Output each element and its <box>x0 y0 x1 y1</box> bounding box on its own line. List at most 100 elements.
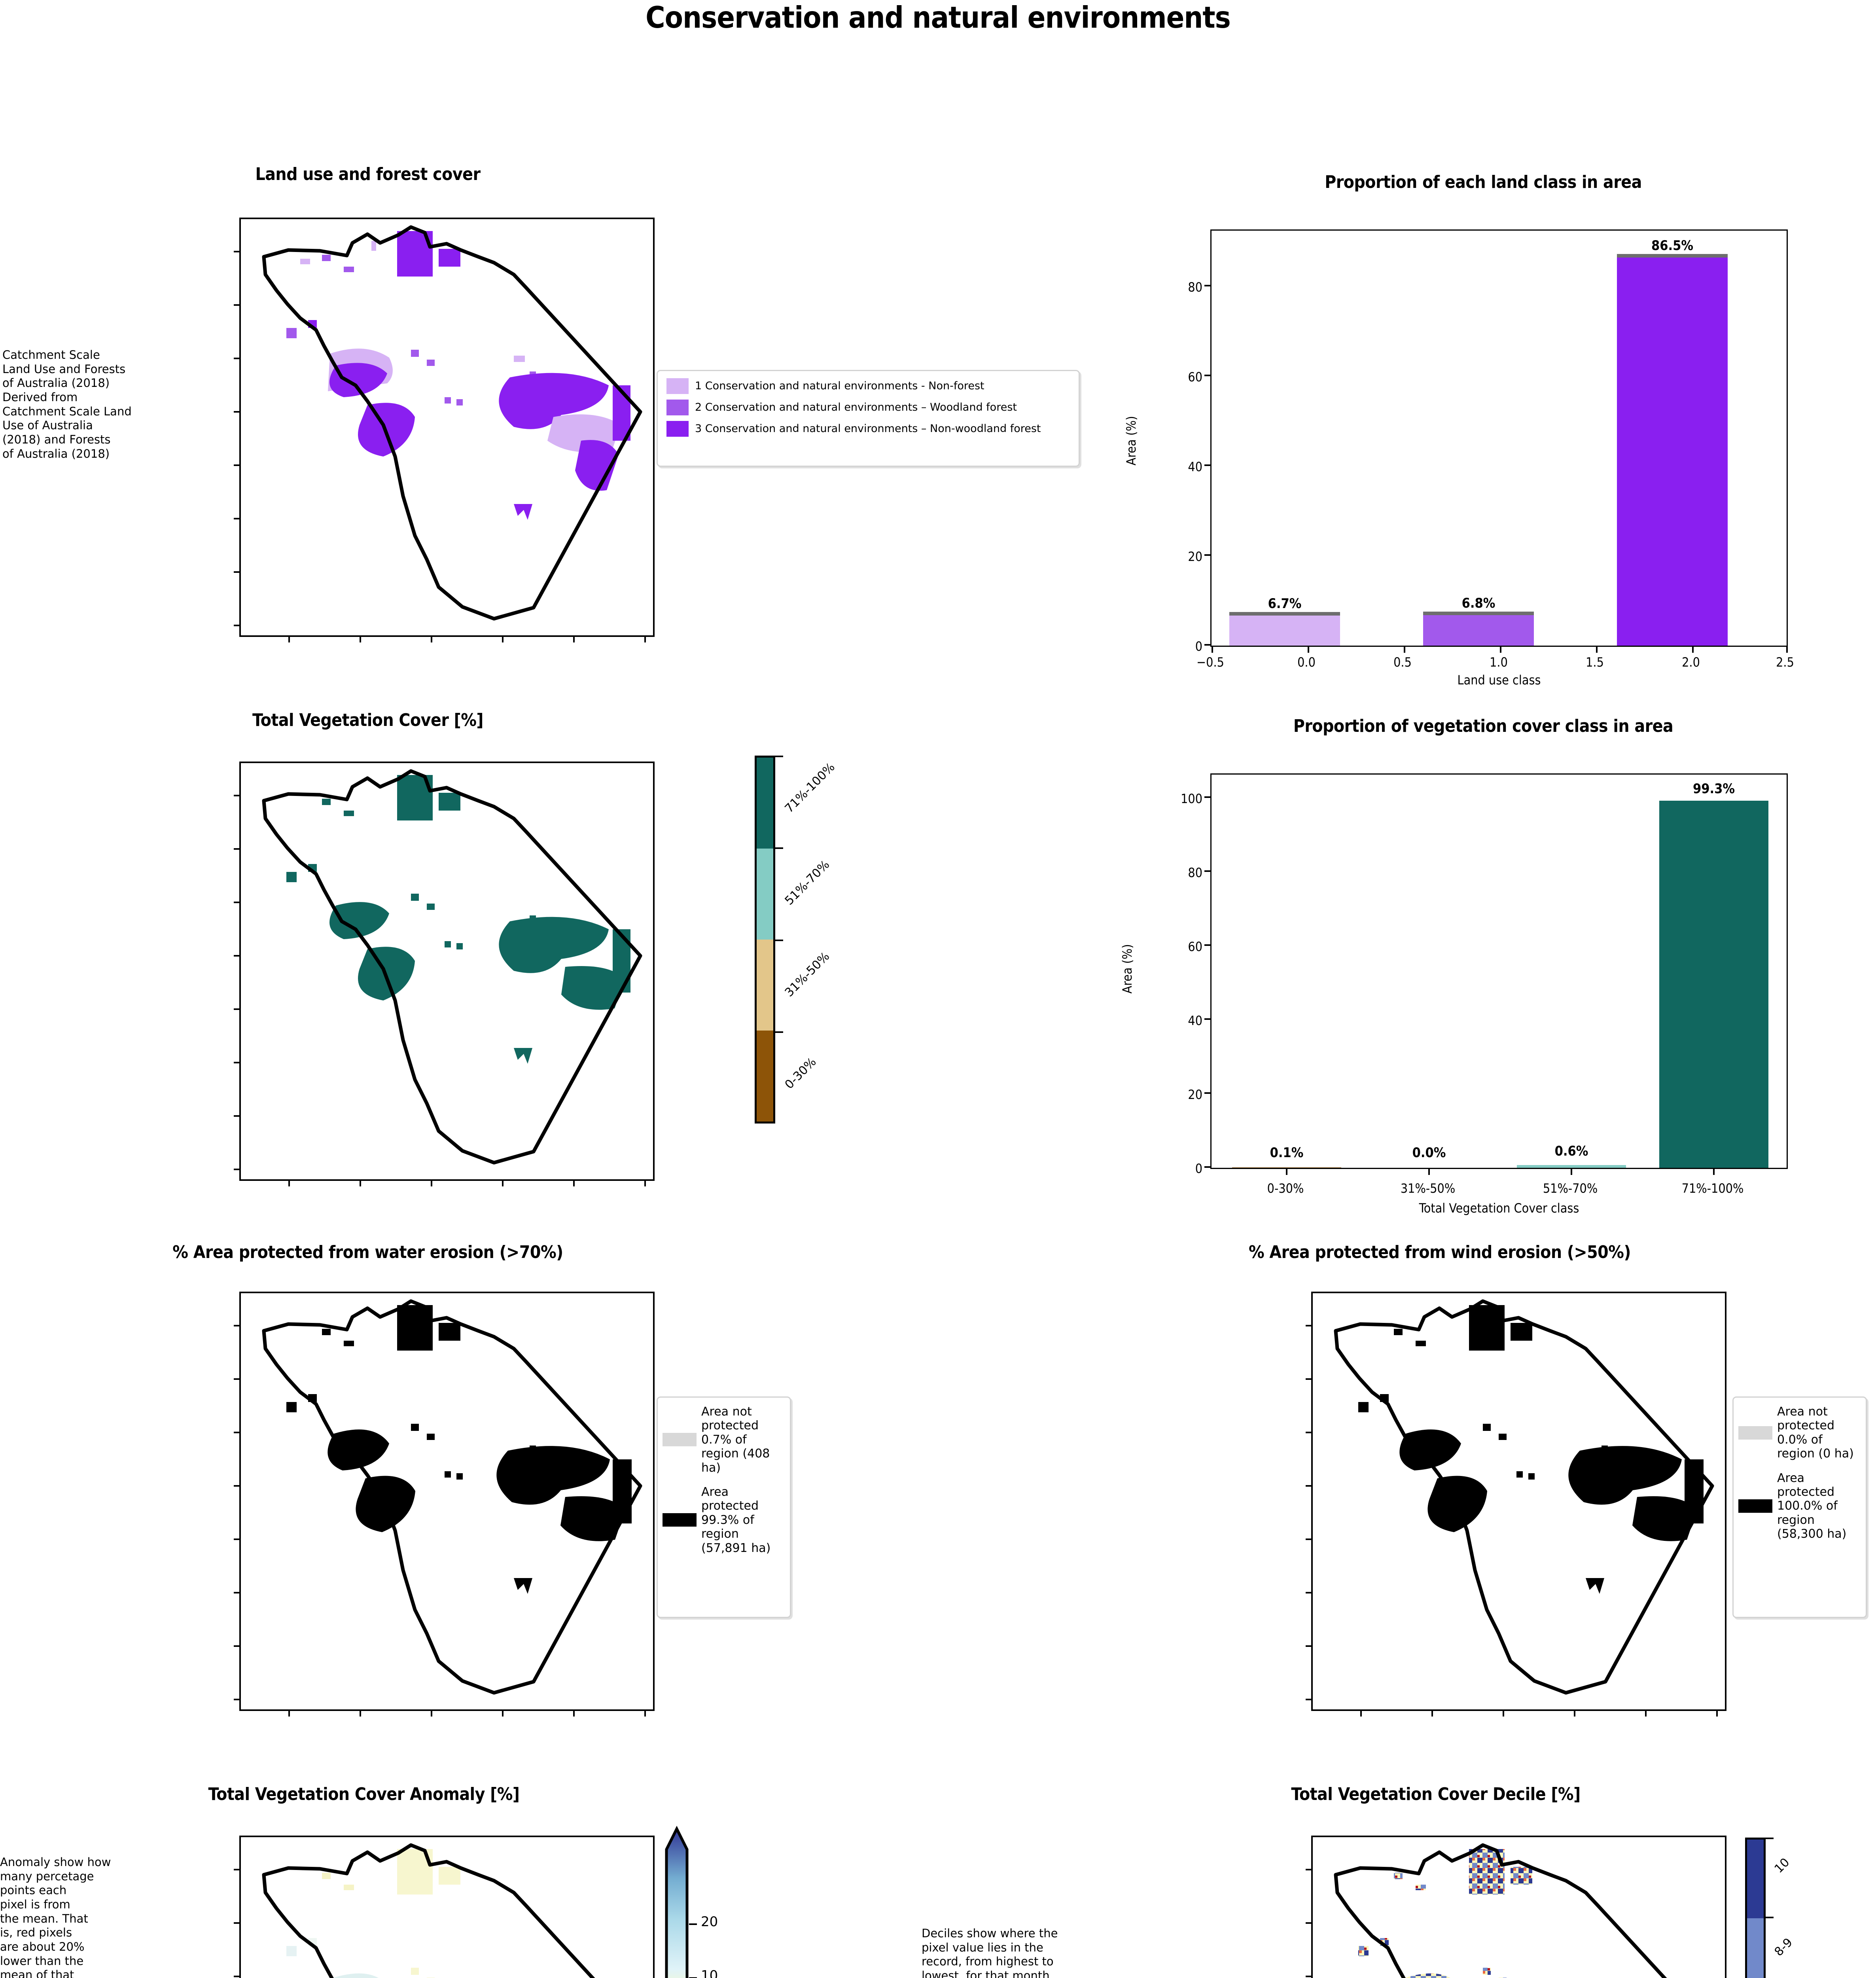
ytick-vegclass-100: 100 <box>1181 791 1202 806</box>
water-erosion-map-canvas <box>262 1299 642 1695</box>
bar-label-vegclass-0: 0.1% <box>1270 1145 1304 1161</box>
xtick-landclass-3: 1.0 <box>1490 655 1508 670</box>
xtick-landclass-0: −0.5 <box>1196 655 1224 670</box>
anomaly-map-canvas <box>262 1843 595 1978</box>
bar-label-vegclass-3: 99.3% <box>1692 781 1735 797</box>
anomaly-map[interactable] <box>234 1836 655 1978</box>
ytick-vegclass-60: 60 <box>1188 939 1202 954</box>
legend-label-nonwoodland: 3 Conservation and natural environments … <box>695 423 1041 435</box>
chart-vegclass-title: Proportion of vegetation cover class in … <box>1293 716 1673 736</box>
colorbar-label-31-50: 31%-50% <box>782 949 833 1000</box>
legend-item: 3 Conservation and natural environments … <box>666 421 1070 437</box>
bar-vegclass-0 <box>1232 1167 1341 1168</box>
ytick-vegclass-40: 40 <box>1188 1013 1202 1028</box>
chart-vegclass-axes[interactable]: 0.1% 0.0% 0.6% 99.3% <box>1204 773 1788 1175</box>
anomaly-tick-10: 10 <box>701 1968 718 1978</box>
decile-map-caption: Deciles show where the pixel value lies … <box>922 1927 1058 1978</box>
legend-item: 2 Conservation and natural environments … <box>666 400 1070 415</box>
ytick-landclass-40: 40 <box>1188 459 1202 474</box>
xtick-landclass-2: 0.5 <box>1393 655 1412 670</box>
xtick-landclass-1: 0.0 <box>1297 655 1316 670</box>
ytick-landclass-80: 80 <box>1188 280 1202 295</box>
xtick-landclass-5: 2.0 <box>1682 655 1700 670</box>
anomaly-tick-20: 20 <box>701 1914 718 1930</box>
xtick-vegclass-2: 51%-70% <box>1543 1181 1598 1196</box>
ytick-vegclass-20: 20 <box>1188 1087 1202 1102</box>
anomaly-map-caption: Anomaly show how many percetage points e… <box>0 1855 111 1978</box>
legend-label-woodland: 2 Conservation and natural environments … <box>695 401 1017 414</box>
ytick-vegclass-0: 0 <box>1195 1161 1202 1176</box>
ytick-vegclass-80: 80 <box>1188 865 1202 880</box>
colorbar-label-71-100: 71%-100% <box>782 760 838 816</box>
decile-colorbar[interactable] <box>1745 1838 1766 1978</box>
anomaly-colorbar-gradient <box>665 1826 689 1978</box>
land-use-legend[interactable]: 1 Conservation and natural environments … <box>657 370 1080 467</box>
decile-map[interactable] <box>1306 1836 1726 1978</box>
legend-label-not-protected: Area not protected 0.0% of region (0 ha) <box>1777 1405 1854 1461</box>
legend-swatch-woodland <box>666 400 689 415</box>
legend-swatch-nonwoodland <box>666 421 689 437</box>
legend-label-protected: Area protected 99.3% of region (57,891 h… <box>701 1485 771 1555</box>
xtick-vegclass-1: 31%-50% <box>1400 1181 1456 1196</box>
land-use-map-title: Land use and forest cover <box>255 164 481 184</box>
bar-vegclass-2 <box>1517 1165 1626 1168</box>
bar-landclass-0 <box>1229 612 1340 646</box>
water-erosion-legend[interactable]: Area not protected 0.7% of region (408 h… <box>657 1396 791 1618</box>
veg-cover-map-title: Total Vegetation Cover [%] <box>252 710 483 730</box>
decile-label-10: 10 <box>1772 1855 1793 1876</box>
colorbar-label-0-30: 0-30% <box>782 1055 819 1092</box>
land-use-map-caption: Catchment Scale Land Use and Forests of … <box>2 348 132 460</box>
land-use-map[interactable] <box>234 218 655 642</box>
anomaly-colorbar[interactable] <box>664 1826 689 1978</box>
chart-landclass-axes[interactable]: 6.7% 6.8% 86.5% <box>1204 229 1788 653</box>
yaxis-title-vegclass: Area (%) <box>1120 944 1135 994</box>
bar-vegclass-3 <box>1659 801 1768 1168</box>
wind-erosion-map[interactable] <box>1306 1292 1726 1717</box>
legend-item: 1 Conservation and natural environments … <box>666 378 1070 394</box>
bar-landclass-1 <box>1423 612 1534 646</box>
water-erosion-map-title: % Area protected from water erosion (>70… <box>172 1242 563 1262</box>
decile-map-canvas <box>1334 1843 1667 1978</box>
legend-label-not-protected: Area not protected 0.7% of region (408 h… <box>701 1405 770 1475</box>
ytick-landclass-20: 20 <box>1188 549 1202 564</box>
legend-label-protected: Area protected 100.0% of region (58,300 … <box>1777 1471 1847 1541</box>
water-erosion-map[interactable] <box>234 1292 655 1717</box>
bar-label-landclass-1: 6.8% <box>1461 595 1495 611</box>
veg-cover-map-canvas <box>262 769 642 1165</box>
bar-label-vegclass-2: 0.6% <box>1554 1143 1588 1159</box>
xtick-vegclass-0: 0-30% <box>1267 1181 1304 1196</box>
bar-label-landclass-0: 6.7% <box>1268 596 1302 612</box>
xtick-vegclass-3: 71%-100% <box>1681 1181 1744 1196</box>
legend-item: Area not protected 0.7% of region (408 h… <box>663 1405 785 1475</box>
xaxis-title-landclass: Land use class <box>1457 673 1541 688</box>
colorbar-label-51-70: 51%-70% <box>782 858 833 908</box>
yaxis-title-landclass: Area (%) <box>1124 416 1139 466</box>
wind-erosion-map-title: % Area protected from wind erosion (>50%… <box>1249 1242 1631 1262</box>
anomaly-map-title: Total Vegetation Cover Anomaly [%] <box>208 1784 520 1804</box>
decile-label-8-9: 8-9 <box>1772 1935 1796 1959</box>
xaxis-title-vegclass: Total Vegetation Cover class <box>1419 1201 1579 1216</box>
decile-map-title: Total Vegetation Cover Decile [%] <box>1291 1784 1581 1804</box>
xtick-landclass-6: 2.5 <box>1776 655 1794 670</box>
xtick-landclass-4: 1.5 <box>1586 655 1604 670</box>
legend-item: Area protected 100.0% of region (58,300 … <box>1738 1471 1861 1541</box>
chart-landclass-title: Proportion of each land class in area <box>1325 172 1642 192</box>
bar-landclass-2 <box>1617 254 1728 646</box>
land-use-map-canvas <box>262 225 642 621</box>
legend-swatch-protected <box>1738 1499 1772 1513</box>
legend-swatch-protected <box>663 1513 697 1527</box>
bar-label-vegclass-1: 0.0% <box>1412 1145 1446 1161</box>
bar-label-landclass-2: 86.5% <box>1651 238 1694 254</box>
page-title: Conservation and natural environments <box>646 0 1231 35</box>
ytick-landclass-0: 0 <box>1195 639 1202 654</box>
legend-swatch-not-protected <box>663 1433 697 1447</box>
wind-erosion-map-canvas <box>1334 1299 1714 1695</box>
veg-cover-map[interactable] <box>234 762 655 1186</box>
legend-swatch-not-protected <box>1738 1426 1772 1440</box>
legend-label-nonforest: 1 Conservation and natural environments … <box>695 380 984 392</box>
ytick-landclass-60: 60 <box>1188 369 1202 385</box>
wind-erosion-legend[interactable]: Area not protected 0.0% of region (0 ha)… <box>1732 1396 1867 1618</box>
veg-cover-colorbar[interactable] <box>755 756 775 1124</box>
legend-item: Area not protected 0.0% of region (0 ha) <box>1738 1405 1861 1461</box>
legend-item: Area protected 99.3% of region (57,891 h… <box>663 1485 785 1555</box>
